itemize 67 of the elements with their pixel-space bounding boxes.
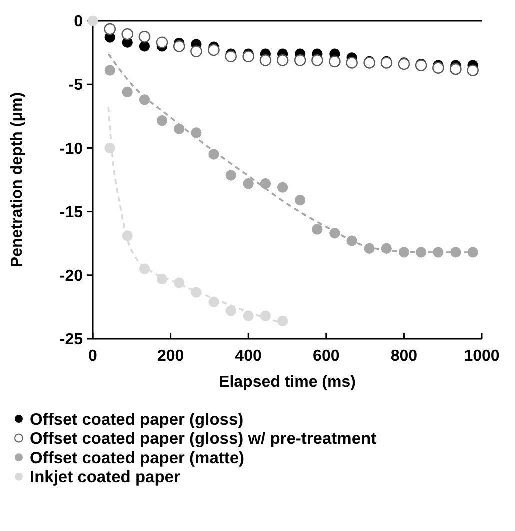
y-tick-label: -15 [60,204,84,222]
y-axis-title: Penetration depth (μm) [9,92,26,268]
point [398,247,410,258]
point [468,247,478,258]
point [260,178,272,190]
point [450,63,462,76]
point [122,230,133,242]
x-tick-label: 0 [88,348,98,365]
point [242,50,254,63]
point [208,296,220,308]
point [173,40,186,52]
point [191,287,202,298]
y-tick-label: -25 [60,332,84,349]
y-tick-label: -20 [60,268,84,285]
point [139,94,150,106]
x-axis-title: Elapsed time (ms) [219,374,356,391]
point [432,62,444,74]
point [174,124,185,134]
legend-label: Offset coated paper (matte) [30,449,245,468]
legend-label: Offset coated paper (gloss) w/ pre-treatment [30,430,378,448]
point [122,86,133,98]
point [312,224,323,235]
point [260,310,272,322]
x-tick-label: 400 [235,348,262,365]
point [226,170,236,181]
point [190,46,202,58]
x-tick-label: 1000 [464,348,500,365]
point [191,128,202,138]
point [450,247,462,258]
point [156,36,168,49]
point [208,44,220,56]
point [139,41,150,52]
legend-label: Offset coated paper (gloss) [30,410,244,429]
point [433,247,444,258]
legend-label: Inkjet coated paper [30,468,181,487]
point [312,54,324,66]
point [346,57,358,69]
point [329,56,341,68]
point [278,182,288,193]
point [156,116,168,126]
point [226,306,236,316]
y-tick-label: -5 [68,77,84,94]
point [295,195,306,206]
point [225,50,237,63]
point [243,310,254,322]
point [467,64,479,77]
point [104,142,116,154]
point [156,274,168,285]
point [208,149,220,160]
point [260,54,272,66]
x-tick-label: 600 [313,348,340,365]
y-tick-label: 0 [74,14,84,31]
point [276,54,289,66]
point [364,243,375,254]
x-tick-label: 800 [390,348,418,365]
point [294,54,306,66]
x-tick-label: 200 [157,348,184,365]
point [139,264,150,274]
point [381,243,392,254]
point [330,228,340,239]
y-tick-label: -10 [60,140,84,158]
point [346,236,358,246]
point [104,65,116,76]
point [243,178,254,190]
point [174,278,185,288]
point [416,247,427,258]
point [278,316,288,326]
